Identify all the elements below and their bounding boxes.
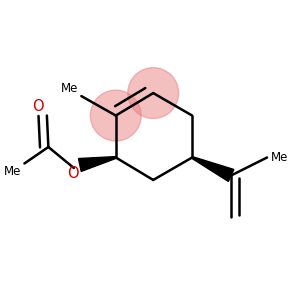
Circle shape [128,68,179,118]
Polygon shape [79,157,116,171]
Text: Me: Me [4,165,21,178]
Text: O: O [67,167,78,182]
Polygon shape [192,157,234,181]
Circle shape [90,90,141,141]
Text: Me: Me [271,151,288,164]
Text: O: O [32,99,44,114]
Text: Me: Me [61,82,78,94]
